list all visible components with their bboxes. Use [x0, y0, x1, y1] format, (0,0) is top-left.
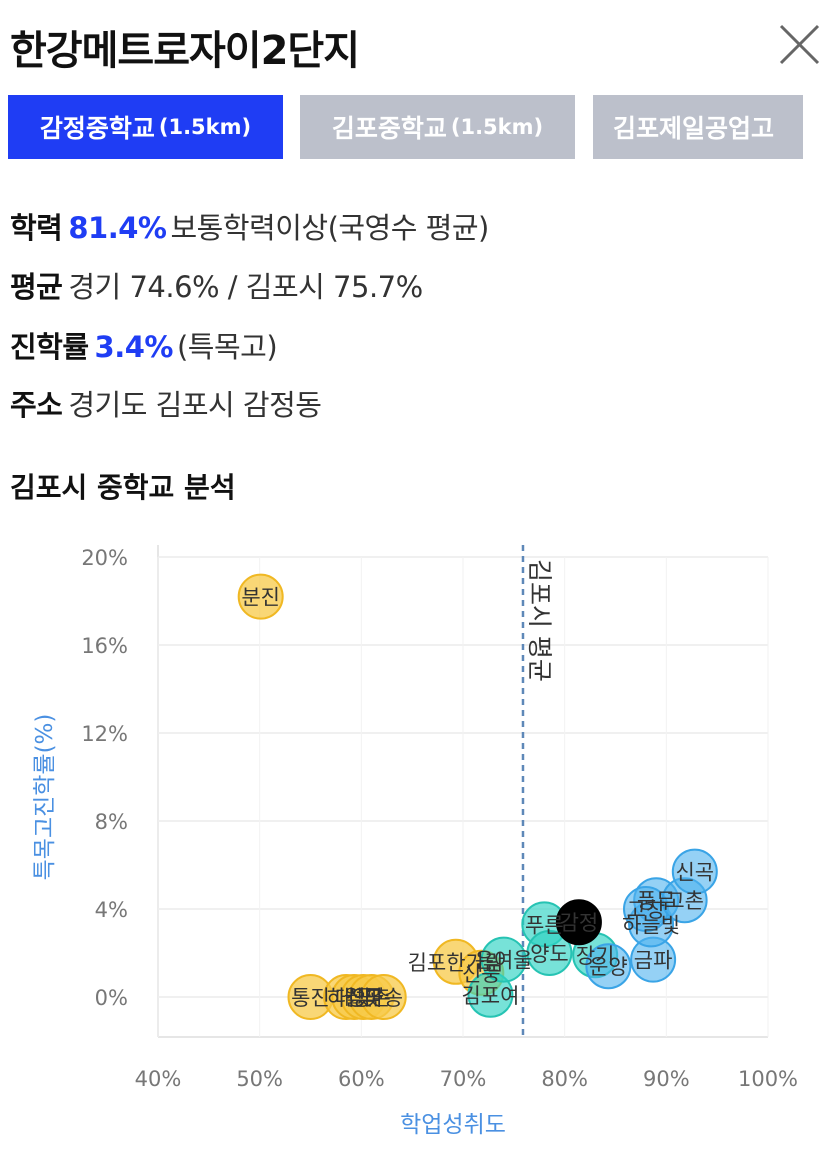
tab-gamjeong-middle[interactable]: 감정중학교 (1.5km)	[8, 95, 283, 159]
x-tick-label: 100%	[738, 1067, 798, 1091]
academic-row: 학력 81.4% 보통학력이상(국영수 평균)	[10, 205, 489, 247]
address-row: 주소 경기도 김포시 감정동	[10, 382, 322, 424]
data-point-label: 양도	[530, 942, 569, 966]
x-tick-label: 40%	[135, 1067, 182, 1091]
y-tick-label: 8%	[95, 810, 128, 834]
data-point-label: 고촌	[665, 889, 704, 913]
data-point-label: 양촌	[352, 986, 391, 1010]
data-point-label: 마송	[364, 986, 403, 1010]
data-point-label: 장기	[576, 944, 615, 968]
tab-name: 감정중학교	[39, 114, 155, 143]
data-point	[671, 848, 718, 895]
data-point-label: 분진	[241, 586, 280, 610]
close-icon	[779, 24, 820, 65]
advancement-value: 3.4%	[94, 330, 174, 364]
data-point	[360, 974, 407, 1020]
data-point-label: 금파	[634, 949, 673, 973]
data-point-label: 대곶	[335, 986, 374, 1010]
x-tick-label: 50%	[236, 1067, 283, 1091]
data-point-label: 신풍	[462, 962, 501, 986]
data-point-label: 푸른	[525, 913, 564, 937]
data-point-label: 풍무	[637, 889, 676, 913]
tab-gimpo-jeil-technical[interactable]: 김포제일공업고	[593, 95, 803, 159]
average-row: 평균 경기 74.6% / 김포시 75.7%	[10, 264, 423, 306]
academic-key: 학력	[10, 211, 63, 245]
data-point-label: 신곡	[675, 861, 714, 885]
close-button[interactable]	[774, 20, 824, 70]
average-key: 평균	[10, 270, 63, 304]
y-axis-label: 특목고진학률(%)	[32, 714, 58, 881]
data-point	[555, 899, 602, 946]
x-axis-label: 학업성취도	[400, 1112, 506, 1138]
data-point-label: 하늘빛	[622, 913, 680, 937]
data-point-label: 통진	[291, 986, 330, 1010]
x-tick-label: 60%	[338, 1067, 385, 1091]
advancement-row: 진학률 3.4% (특목고)	[10, 324, 278, 366]
school-tabs: 감정중학교 (1.5km) 김포중학교 (1.5km) 김포제일공업고	[8, 95, 803, 159]
y-tick-label: 4%	[95, 898, 128, 922]
data-point-label: 감정	[560, 911, 599, 935]
data-point	[526, 930, 573, 976]
data-point-label: 월곶	[344, 986, 383, 1010]
data-point-label: 하성	[327, 986, 366, 1010]
x-tick-label: 80%	[541, 1067, 588, 1091]
data-point	[237, 573, 284, 620]
advancement-desc: (특목고)	[176, 330, 278, 364]
tab-name: 김포제일공업고	[613, 114, 775, 143]
academic-value: 81.4%	[68, 211, 167, 245]
y-tick-label: 12%	[81, 722, 128, 746]
data-point-label: 고창	[627, 898, 666, 922]
scatter-chart: 0% 4% 8% 12% 16% 20% 40% 50% 60% 70% 80% 90% 100% 김포시…	[32, 545, 798, 1138]
data-point-label: 김포한가람	[408, 951, 505, 975]
y-tick-label: 20%	[81, 546, 128, 570]
tab-gimpo-middle[interactable]: 김포중학교 (1.5km)	[300, 95, 575, 159]
address-key: 주소	[10, 388, 63, 422]
address-desc: 경기도 김포시 감정동	[68, 388, 322, 422]
tab-distance: (1.5km)	[158, 115, 252, 139]
data-point	[480, 936, 527, 983]
average-desc: 경기 74.6% / 김포시 75.7%	[68, 270, 423, 304]
academic-desc: 보통학력이상(국영수 평균)	[170, 211, 489, 245]
data-point	[585, 943, 632, 990]
advancement-key: 진학률	[10, 330, 89, 364]
data-point-label: 김포여	[461, 984, 519, 1008]
x-tick-label: 70%	[440, 1067, 487, 1091]
page-title: 한강메트로자이2단지	[10, 28, 360, 74]
data-point-label: 운양	[589, 955, 628, 979]
y-tick-label: 16%	[81, 634, 128, 658]
x-tick-label: 90%	[643, 1067, 690, 1091]
reference-line-label: 김포시 평균	[525, 559, 554, 682]
tab-name: 김포중학교	[331, 114, 447, 143]
data-point-label: 은여울	[475, 949, 533, 973]
section-title: 김포시 중학교 분석	[10, 471, 236, 504]
y-tick-label: 0%	[95, 986, 128, 1010]
tab-distance: (1.5km)	[450, 115, 544, 139]
